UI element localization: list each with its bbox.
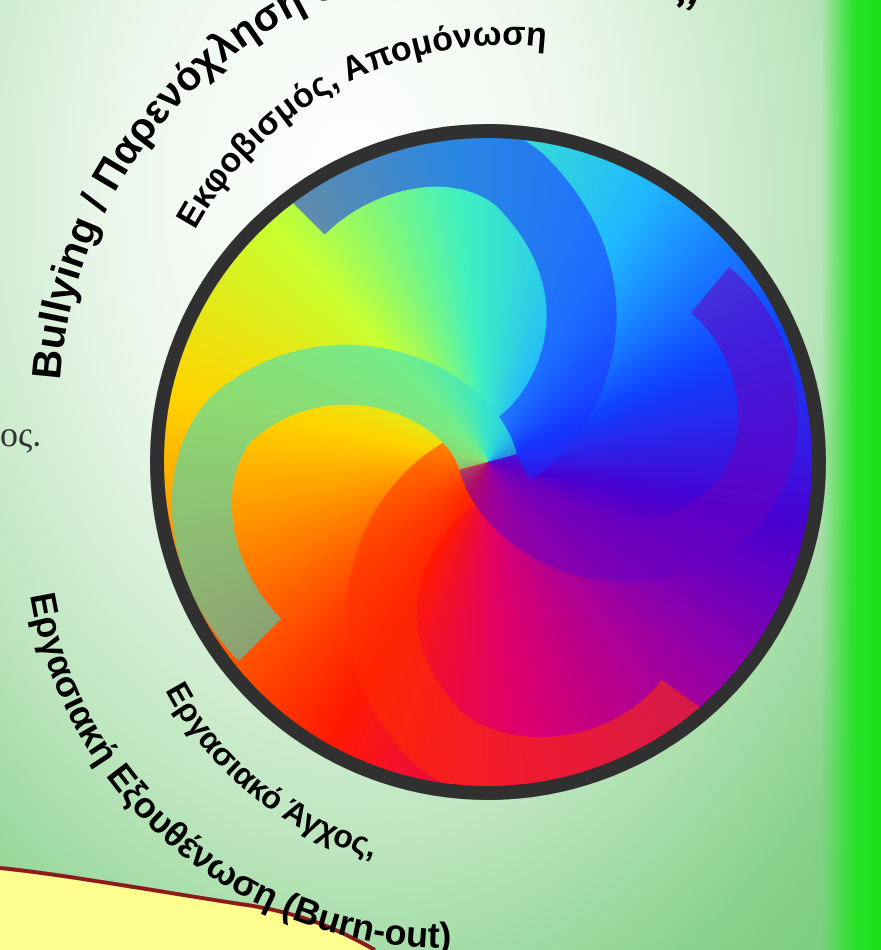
cropped-text-fragment: ος.: [0, 414, 42, 454]
green-side-strip: [821, 0, 881, 950]
wheel-ring: [150, 124, 826, 800]
rainbow-swirl: [158, 132, 818, 792]
